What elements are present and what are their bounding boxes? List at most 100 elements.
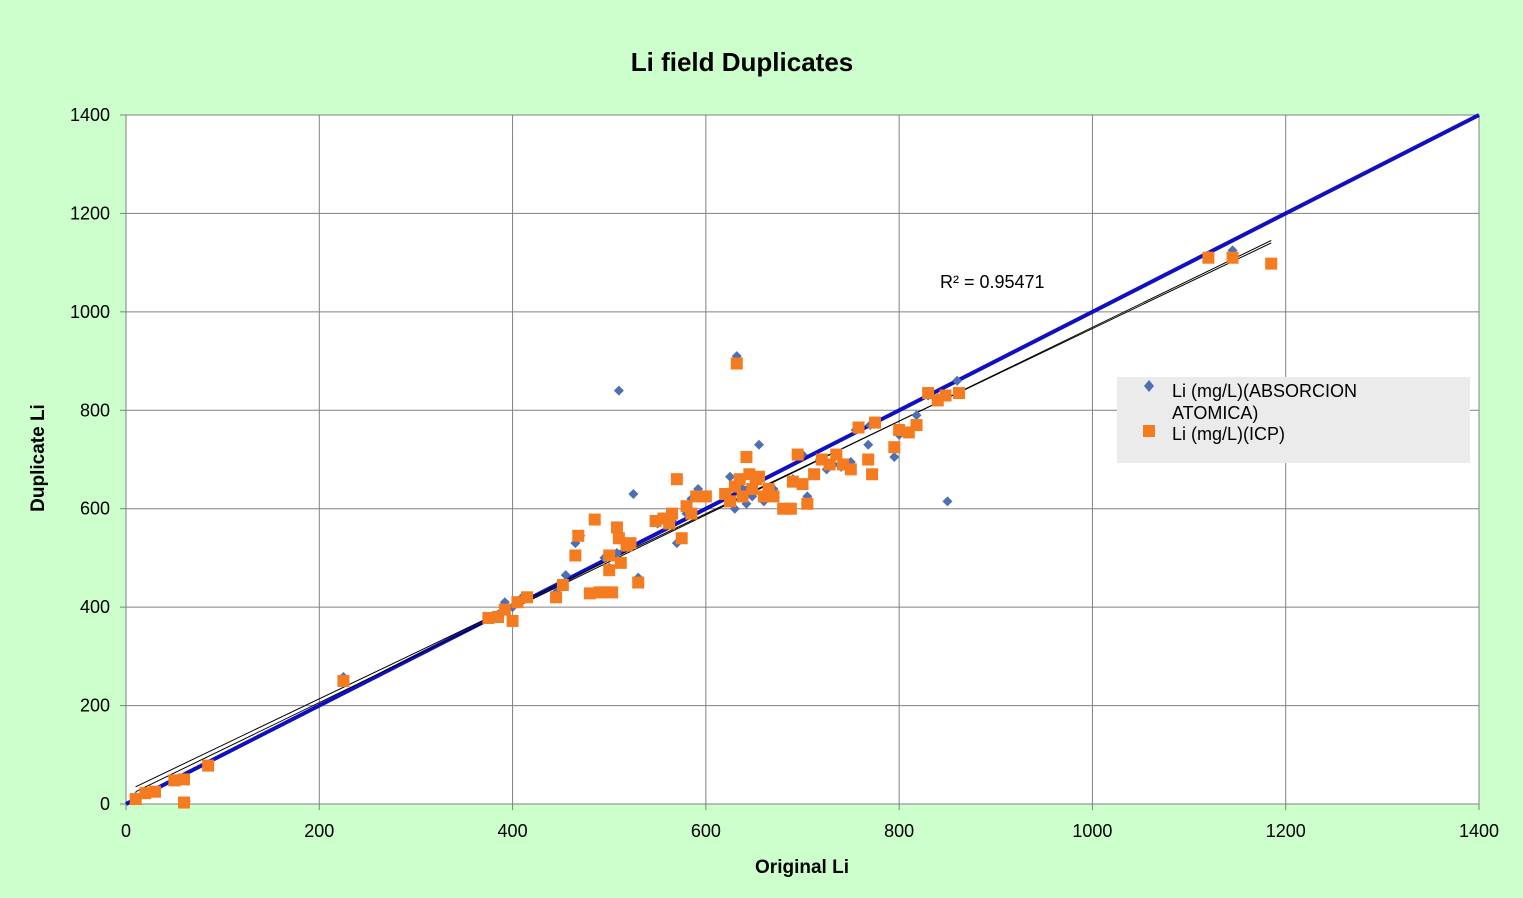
- absorcion-atomica-point: [628, 488, 639, 499]
- icp-point: [922, 387, 935, 400]
- icp-point: [852, 421, 865, 434]
- x-tick-label: 800: [884, 821, 914, 841]
- icp-point: [823, 458, 836, 471]
- icp-point: [666, 507, 679, 520]
- icp-point: [1202, 251, 1215, 264]
- x-axis-label: Original Li: [755, 857, 849, 878]
- icp-point: [685, 507, 698, 520]
- y-tick-label: 800: [80, 400, 110, 420]
- icp-point: [830, 448, 843, 461]
- legend-diamond-icon: [1144, 380, 1154, 392]
- absorcion-atomica-point: [863, 439, 874, 450]
- legend-label-aa: Li (mg/L)(ABSORCION ATOMICA): [1172, 381, 1362, 423]
- icp-point: [572, 529, 585, 542]
- icp-point: [888, 441, 901, 454]
- icp-point: [1226, 251, 1239, 264]
- icp-point: [129, 793, 142, 806]
- icp-point: [614, 556, 627, 569]
- icp-point: [791, 448, 804, 461]
- x-tick-label: 1200: [1266, 821, 1306, 841]
- icp-point: [784, 502, 797, 515]
- absorcion-atomica-point: [952, 375, 963, 386]
- series-icp: [129, 251, 1278, 809]
- icp-point: [730, 357, 743, 370]
- icp-point: [740, 451, 753, 464]
- chart-title: Li field Duplicates: [631, 47, 854, 77]
- icp-point: [868, 416, 881, 429]
- icp-point: [699, 490, 712, 503]
- absorcion-atomica-point: [560, 570, 571, 581]
- icp-point: [746, 483, 759, 496]
- icp-point: [569, 549, 582, 562]
- y-tick-label: 200: [80, 696, 110, 716]
- x-tick-label: 400: [498, 821, 528, 841]
- icp-point: [603, 549, 616, 562]
- absorcion-atomica-point: [613, 385, 624, 396]
- x-tick-label: 600: [691, 821, 721, 841]
- legend-label-aa-line2: ATOMICA): [1172, 403, 1258, 423]
- icp-point: [670, 473, 683, 486]
- icp-point: [556, 578, 569, 591]
- y-tick-label: 1400: [70, 105, 110, 125]
- icp-point: [202, 759, 215, 772]
- icp-point: [603, 564, 616, 577]
- y-tick-label: 1200: [70, 203, 110, 223]
- icp-point: [844, 463, 857, 476]
- icp-point: [663, 517, 676, 530]
- icp-point: [610, 521, 623, 534]
- icp-point: [801, 497, 814, 510]
- y-tick-label: 600: [80, 499, 110, 519]
- x-tick-label: 1000: [1072, 821, 1112, 841]
- linear-trend-line: [135, 240, 1272, 793]
- x-tick-label: 0: [121, 821, 131, 841]
- icp-point: [866, 468, 879, 481]
- icp-point: [910, 419, 923, 432]
- legend-box: [1117, 377, 1470, 463]
- absorcion-atomica-point: [911, 410, 922, 421]
- r-squared-annotation: R² = 0.95471: [940, 272, 1045, 292]
- absorcion-atomica-point: [942, 496, 953, 507]
- legend-square-icon: [1143, 425, 1155, 437]
- icp-point: [680, 500, 693, 513]
- icp-point: [337, 674, 350, 687]
- icp-point: [767, 490, 780, 503]
- icp-point: [796, 478, 809, 491]
- icp-point: [736, 490, 749, 503]
- legend-label-icp: Li (mg/L)(ICP): [1172, 424, 1285, 444]
- icp-point: [148, 785, 161, 798]
- icp-point: [862, 453, 875, 466]
- icp-point: [583, 587, 596, 600]
- icp-point: [939, 389, 952, 402]
- icp-point: [482, 611, 495, 624]
- icp-point: [786, 475, 799, 488]
- icp-point: [550, 591, 563, 604]
- icp-point: [177, 796, 190, 809]
- icp-point: [506, 614, 519, 627]
- icp-point: [168, 774, 181, 787]
- icp-point: [675, 532, 688, 545]
- x-tick-label: 200: [304, 821, 334, 841]
- y-tick-label: 1000: [70, 302, 110, 322]
- icp-point: [139, 787, 152, 800]
- icp-point: [808, 468, 821, 481]
- icp-point: [588, 513, 601, 526]
- icp-point: [498, 603, 511, 616]
- icp-point: [753, 470, 766, 483]
- icp-point: [521, 591, 534, 604]
- icp-point: [893, 423, 906, 436]
- x-tick-label: 1400: [1459, 821, 1499, 841]
- absorcion-atomica-point: [889, 452, 900, 463]
- icp-point: [177, 773, 190, 786]
- y-tick-label: 400: [80, 597, 110, 617]
- icp-point: [953, 387, 966, 400]
- icp-point: [606, 586, 619, 599]
- icp-point: [733, 473, 746, 486]
- absorcion-atomica-point: [754, 439, 765, 450]
- legend: Li (mg/L)(ABSORCION ATOMICA) Li (mg/L)(I…: [1117, 377, 1470, 463]
- y-axis-ticks: 0 200 400 600 800 1000 1200 1400: [70, 105, 126, 814]
- icp-point: [632, 576, 645, 589]
- icp-point: [624, 537, 637, 550]
- absorcion-atomica-point: [725, 471, 736, 482]
- linear-trend-line: [135, 242, 1272, 788]
- icp-point: [511, 596, 524, 609]
